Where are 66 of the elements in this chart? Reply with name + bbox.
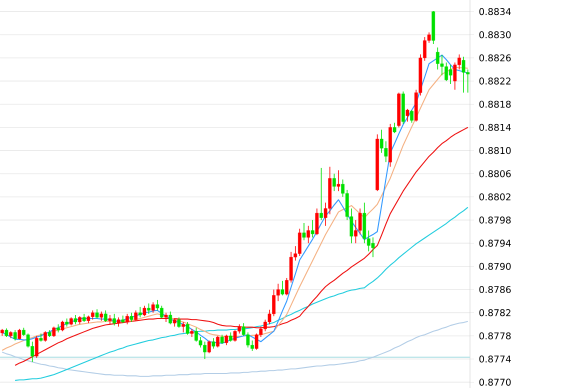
candlestick [229, 332, 232, 342]
candlestick [332, 173, 336, 192]
candlestick [298, 228, 302, 256]
candlestick [207, 340, 211, 354]
candlestick [95, 308, 99, 319]
candlestick [130, 312, 134, 322]
candlestick [74, 314, 78, 325]
candlestick [462, 56, 466, 94]
y-tick-label: 0.8770 [479, 378, 511, 386]
candlestick [100, 311, 104, 322]
candlestick [116, 316, 120, 327]
candlestick [320, 168, 323, 220]
candlestick [138, 306, 142, 318]
y-tick-label: 0.8830 [479, 31, 511, 38]
candlestick [212, 338, 216, 350]
y-tick-label: 0.8822 [479, 78, 510, 85]
candlestick [220, 334, 224, 344]
y-tick-label: 0.8802 [479, 193, 510, 200]
candlestick [151, 302, 155, 314]
y-tick-label: 0.8806 [479, 170, 511, 178]
candlestick [358, 208, 362, 235]
candlestick [104, 310, 108, 322]
candlestick [310, 220, 314, 238]
candlestick [233, 330, 237, 342]
y-tick-label: 0.8814 [479, 124, 511, 131]
candlestick [336, 170, 340, 192]
candlestick [315, 208, 319, 236]
candlestick [164, 312, 168, 322]
candlestick [280, 280, 284, 296]
candlestick [13, 330, 17, 341]
candlestick [224, 334, 228, 346]
candlestick [216, 335, 220, 348]
candlestick [60, 320, 64, 332]
y-tick-label: 0.8826 [479, 54, 511, 62]
y-tick-label: 0.8798 [479, 216, 511, 224]
candlestick [410, 110, 414, 124]
candlestick [18, 328, 22, 340]
candlestick [112, 313, 116, 326]
candlestick [108, 314, 112, 325]
y-tick-label: 0.8778 [479, 332, 511, 340]
candlestick [406, 108, 410, 122]
candlestick [34, 335, 38, 358]
candlestick [392, 122, 396, 134]
y-tick-label: 0.8790 [479, 262, 511, 270]
y-tick-label: 0.8818 [479, 100, 511, 108]
candlestick [147, 303, 150, 314]
y-tick-label: 0.8810 [479, 147, 511, 154]
y-tick-label: 0.8786 [479, 286, 511, 294]
candlestick [134, 310, 138, 322]
candlestick [182, 322, 185, 333]
candlestick [44, 330, 47, 342]
candlestick [186, 322, 190, 336]
candlestick [52, 326, 56, 338]
candlestick [448, 64, 452, 84]
y-tick-label: 0.8782 [479, 309, 510, 316]
candlestick [168, 311, 172, 325]
candlestick [302, 222, 306, 241]
y-tick-label: 0.8834 [479, 8, 511, 16]
candlestick [371, 237, 375, 258]
candlestick [306, 225, 310, 244]
candlestick [126, 313, 129, 325]
candlestick [142, 305, 146, 317]
candlestick [177, 316, 181, 328]
y-tick-label: 0.8774 [479, 356, 511, 363]
candlestick [440, 54, 444, 76]
y-tick-label: 0.8794 [479, 240, 511, 247]
